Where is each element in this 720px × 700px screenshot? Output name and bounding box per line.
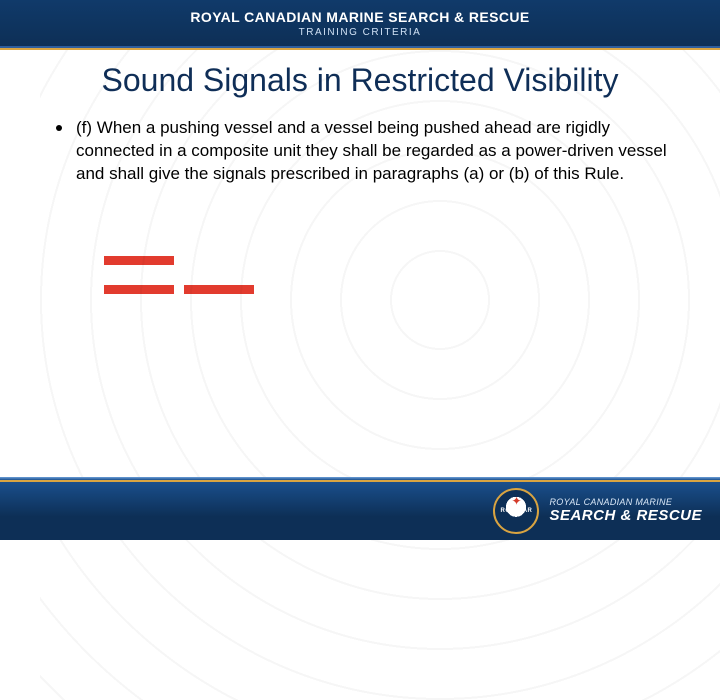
badge-icon: ✦ RCM·SAR [493, 488, 539, 534]
footer-logo-line2: SEARCH & RESCUE [549, 508, 702, 525]
maple-leaf-icon: ✦ [511, 494, 521, 508]
signal-row [104, 285, 672, 294]
badge-abbr: RCM·SAR [501, 508, 533, 514]
header-gold-divider [0, 48, 720, 50]
signal-dash [104, 285, 174, 294]
body-content: (f) When a pushing vessel and a vessel b… [0, 117, 720, 294]
signal-dash [184, 285, 254, 294]
footer-logo-text: ROYAL CANADIAN MARINE SEARCH & RESCUE [549, 498, 702, 524]
slide-title: Sound Signals in Restricted Visibility [40, 62, 680, 99]
signal-dash [104, 256, 174, 265]
header-bar: ROYAL CANADIAN MARINE SEARCH & RESCUE TR… [0, 0, 720, 48]
signal-row [104, 256, 672, 265]
bullet-text: (f) When a pushing vessel and a vessel b… [76, 117, 672, 186]
org-name: ROYAL CANADIAN MARINE SEARCH & RESCUE [190, 9, 529, 25]
footer-bar: ✦ RCM·SAR ROYAL CANADIAN MARINE SEARCH &… [0, 480, 720, 540]
footer-logo-block: ✦ RCM·SAR ROYAL CANADIAN MARINE SEARCH &… [493, 488, 702, 534]
bullet-dot-icon [56, 125, 62, 131]
bullet-item: (f) When a pushing vessel and a vessel b… [56, 117, 672, 186]
signal-diagram [104, 256, 672, 294]
header-subtitle: TRAINING CRITERIA [299, 27, 422, 38]
